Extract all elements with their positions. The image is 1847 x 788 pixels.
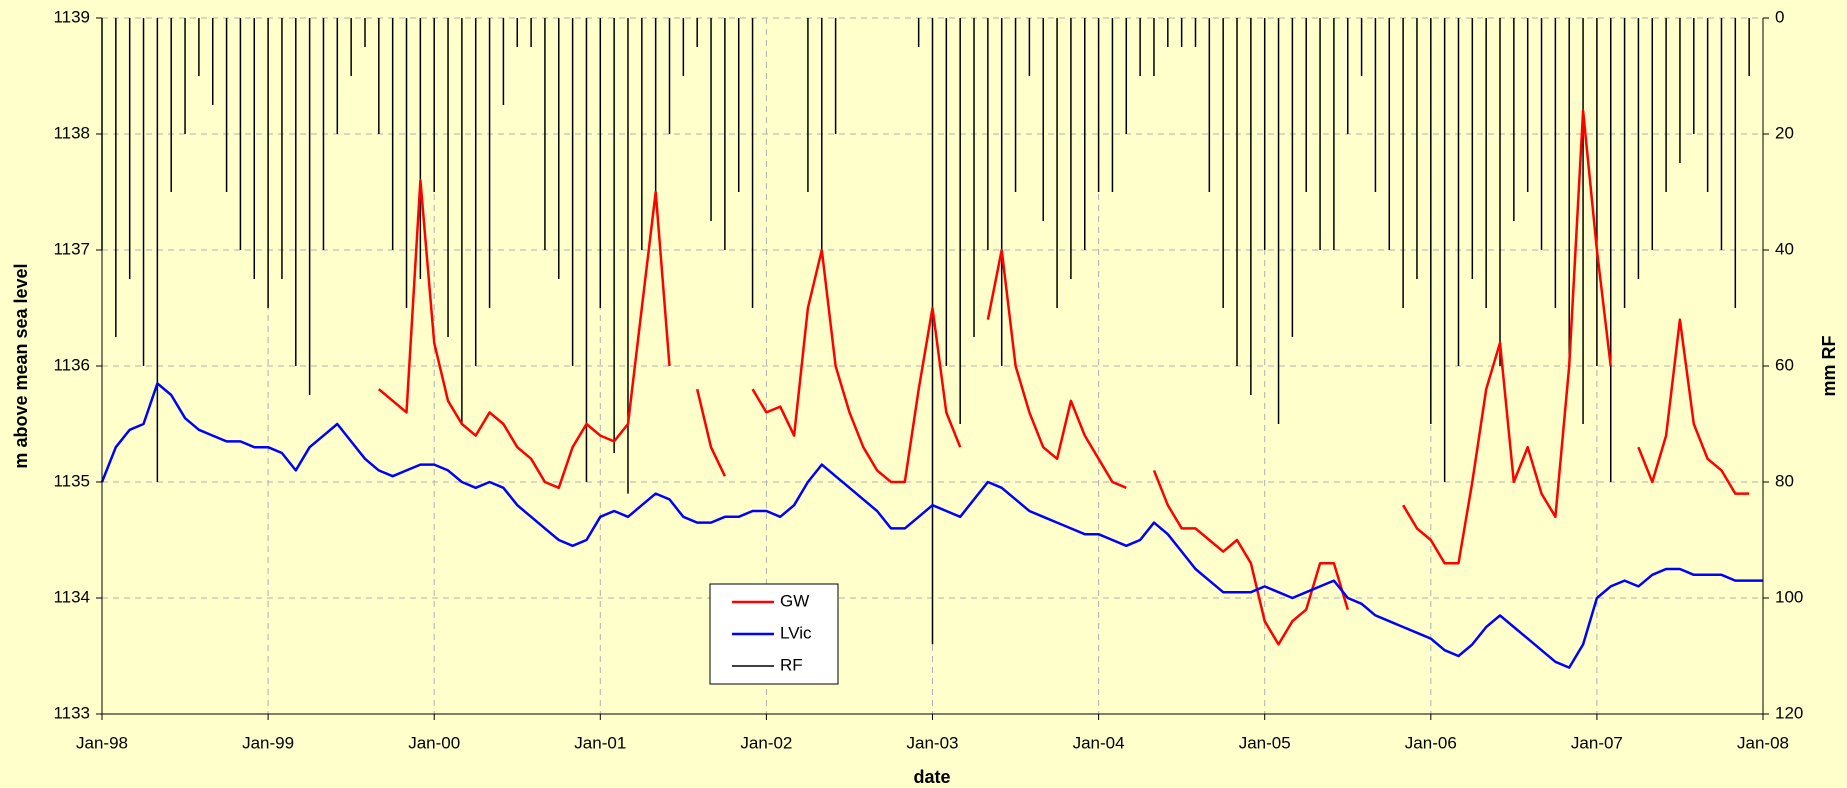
y-tick-label: 1134: [53, 587, 90, 606]
x-tick-label: Jan-99: [242, 733, 294, 752]
legend-label: GW: [780, 591, 809, 610]
legend: GW LVic RF: [709, 583, 839, 685]
x-tick-label: Jan-03: [907, 733, 959, 752]
x-tick-label: Jan-98: [76, 733, 128, 752]
legend-label: LVic: [780, 623, 812, 642]
x-tick-label: Jan-04: [1073, 733, 1125, 752]
y-tick-label: 1133: [53, 703, 90, 722]
x-tick-label: Jan-01: [574, 733, 626, 752]
x-tick-label: Jan-08: [1737, 733, 1789, 752]
y-axis-title: m above mean sea level: [11, 263, 31, 468]
y-tick-label: 1135: [53, 471, 90, 490]
series-line: [377, 109, 1750, 646]
y-tick-label: 1139: [53, 7, 90, 26]
x-tick-label: Jan-00: [408, 733, 460, 752]
y2-axis-title: mm RF: [1819, 335, 1839, 396]
x-tick-label: Jan-06: [1405, 733, 1457, 752]
y-tick-label: 1137: [53, 239, 90, 258]
y2-tick-label: 0: [1775, 7, 1784, 26]
series-line: [100, 382, 1763, 669]
x-tick-label: Jan-05: [1239, 733, 1291, 752]
y2-tick-label: 40: [1775, 239, 1794, 258]
y2-tick-label: 100: [1775, 587, 1803, 606]
y2-tick-label: 80: [1775, 471, 1794, 490]
y-tick-label: 1138: [53, 123, 90, 142]
x-axis-title: date: [913, 767, 950, 787]
y2-tick-label: 20: [1775, 123, 1794, 142]
y2-tick-label: 120: [1775, 703, 1803, 722]
legend-label: RF: [780, 655, 803, 674]
x-tick-label: Jan-07: [1571, 733, 1623, 752]
x-tick-label: Jan-02: [740, 733, 792, 752]
y2-tick-label: 60: [1775, 355, 1794, 374]
y-tick-label: 1136: [53, 355, 90, 374]
